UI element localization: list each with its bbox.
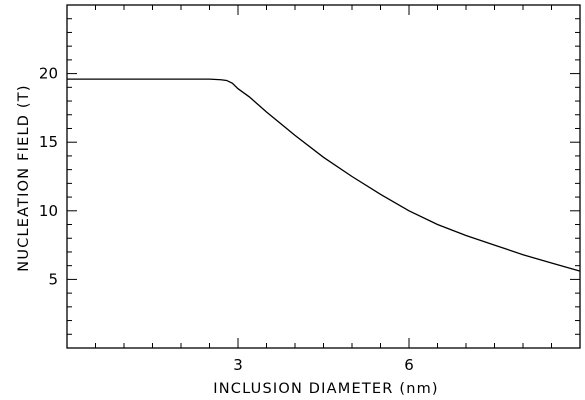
y-axis-tick-labels: 5 10 15 20 <box>39 65 58 289</box>
plot-frame <box>66 4 581 349</box>
x-axis-title: INCLUSION DIAMETER (nm) <box>213 381 439 397</box>
x-axis-ticks <box>95 5 552 348</box>
y-tick-label: 5 <box>48 270 58 288</box>
plot-border <box>66 4 581 349</box>
y-tick-label: 20 <box>39 65 58 83</box>
y-tick-label: 15 <box>39 133 58 151</box>
x-tick-label: 3 <box>233 356 243 374</box>
y-tick-label: 10 <box>39 202 58 220</box>
nucleation-field-curve <box>67 78 581 272</box>
y-axis-ticks <box>67 18 580 335</box>
x-tick-label: 6 <box>404 356 414 374</box>
y-axis-title: NUCLEATION FIELD (T) <box>16 84 32 271</box>
